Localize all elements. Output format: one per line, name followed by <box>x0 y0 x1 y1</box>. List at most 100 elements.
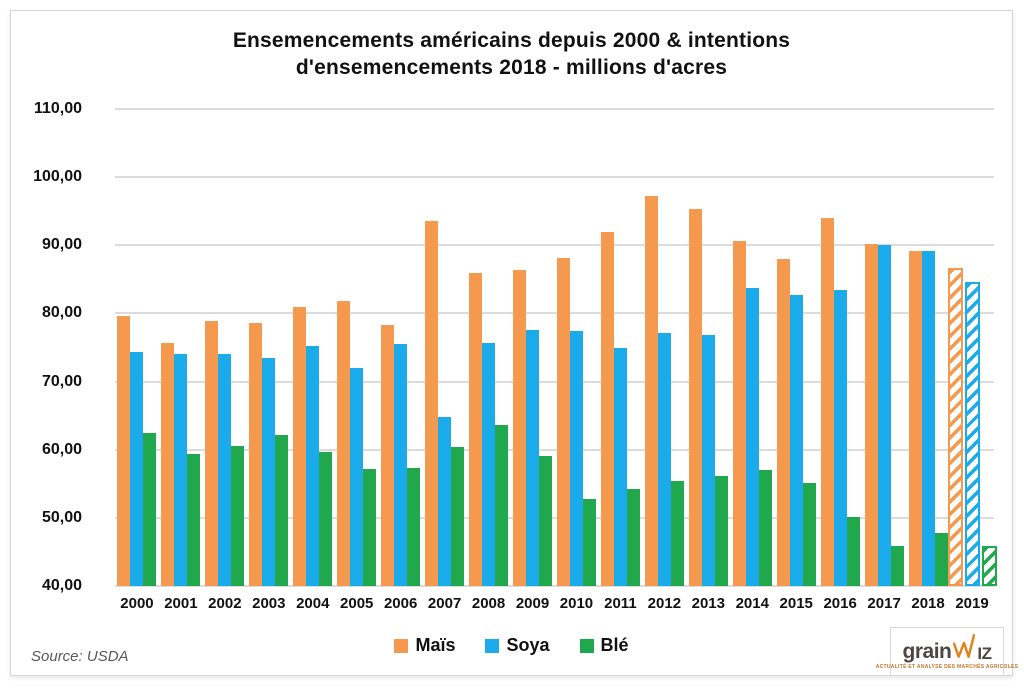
bar-mas-2001 <box>161 342 175 586</box>
bar-soya-2017 <box>877 244 891 586</box>
legend-swatch-icon <box>394 638 409 653</box>
y-axis-label-90: 90,00 <box>41 236 82 254</box>
bar-mas-2014 <box>732 241 746 586</box>
bar-group-2000 <box>115 109 159 586</box>
x-axis-label-2004: 2004 <box>296 595 330 612</box>
legend-label: Blé <box>600 635 629 655</box>
chart-title-line2: d'ensemencements 2018 - millions d'acres <box>295 56 728 79</box>
bar-soya-2010 <box>569 331 583 586</box>
bar-group-2013 <box>686 109 730 586</box>
bar-group-2014 <box>730 109 774 586</box>
bar-soya-2000 <box>130 352 144 586</box>
bar-soya-2012 <box>657 332 671 586</box>
bar-bl-2018 <box>934 532 948 586</box>
bar-bl-2019 <box>981 546 997 586</box>
gridline-40 <box>115 585 994 587</box>
x-axis-label-2015: 2015 <box>779 595 813 612</box>
legend-label: Maïs <box>415 635 456 655</box>
bar-mas-2009 <box>513 269 527 586</box>
y-axis-label-100: 100,00 <box>33 168 82 186</box>
bar-mas-2000 <box>117 316 131 586</box>
bar-group-2019 <box>947 109 997 586</box>
x-axis-label-2007: 2007 <box>427 595 462 612</box>
x-axis-label-2009: 2009 <box>515 595 550 612</box>
bar-bl-2004 <box>319 451 333 586</box>
bar-soya-2004 <box>306 346 320 586</box>
bar-group-2004 <box>291 109 335 586</box>
x-axis-label-2010: 2010 <box>559 595 594 612</box>
bar-soya-2003 <box>262 357 276 586</box>
bar-bl-2006 <box>407 468 421 586</box>
legend-label: Soya <box>506 635 550 655</box>
x-axis-label-2019: 2019 <box>955 595 989 612</box>
x-axis-label-2012: 2012 <box>647 595 682 612</box>
x-axis-label-2001: 2001 <box>164 595 198 612</box>
chart-frame: Ensemencements américains depuis 2000 & … <box>10 10 1018 676</box>
bar-soya-2008 <box>482 342 496 586</box>
legend-item-soya: Soya <box>485 635 550 656</box>
bar-mas-2006 <box>381 325 395 586</box>
bar-mas-2011 <box>600 232 614 586</box>
grainwiz-logo-wordmark: grain IZ <box>903 633 992 662</box>
x-axis-label-2016: 2016 <box>823 595 857 612</box>
bar-bl-2012 <box>670 481 684 586</box>
bar-group-2015 <box>774 109 818 586</box>
bar-mas-2008 <box>469 272 483 586</box>
legend-swatch-icon <box>579 638 594 653</box>
bar-bl-2014 <box>758 470 772 586</box>
bar-bl-2016 <box>846 517 860 586</box>
bar-soya-2002 <box>218 354 232 586</box>
x-axis-label-2005: 2005 <box>340 595 374 612</box>
bar-soya-2007 <box>438 417 452 586</box>
gridline-70 <box>115 380 994 383</box>
bar-group-2001 <box>159 109 203 586</box>
y-axis-label-50: 50,00 <box>41 508 82 526</box>
legend: Maïs Soya Blé <box>11 635 1012 656</box>
grainwiz-logo: grain IZ ACTUALITÉ ET ANALYSE DES MARCHÉ… <box>876 627 1018 676</box>
bar-soya-2005 <box>350 367 364 586</box>
bar-soya-2001 <box>174 353 188 586</box>
bar-group-2016 <box>818 109 862 586</box>
bar-mas-2016 <box>820 218 834 586</box>
bar-bl-2015 <box>802 483 816 586</box>
bar-soya-2018 <box>921 250 935 586</box>
logo-w-zigzag-icon <box>952 633 976 663</box>
bar-bl-2017 <box>890 545 904 586</box>
bar-group-2005 <box>335 109 379 586</box>
bar-soya-2016 <box>833 289 847 586</box>
bar-mas-2018 <box>908 251 922 586</box>
logo-tagline: ACTUALITÉ ET ANALYSE DES MARCHÉS AGRICOL… <box>875 664 1019 670</box>
bar-bl-2001 <box>187 453 201 586</box>
x-axis-label-2018: 2018 <box>911 595 945 612</box>
legend-swatch-icon <box>485 638 500 653</box>
bar-soya-2014 <box>745 287 759 586</box>
bar-group-2012 <box>642 109 686 586</box>
bar-mas-2010 <box>556 257 570 586</box>
x-axis-label-2017: 2017 <box>867 595 901 612</box>
bar-bl-2002 <box>231 446 245 586</box>
plot-area: 110,00 100,00 90,00 80,00 70,00 60,00 50,00 40,… <box>33 100 997 594</box>
bar-bl-2010 <box>582 499 596 586</box>
bar-soya-2009 <box>526 330 540 586</box>
bar-group-2017 <box>862 109 906 586</box>
bar-bl-2005 <box>363 468 377 586</box>
legend-item-bl: Blé <box>579 635 629 656</box>
bar-group-2011 <box>598 109 642 586</box>
bar-group-2002 <box>203 109 247 586</box>
bar-bl-2007 <box>451 447 465 586</box>
logo-text-grain: grain <box>902 640 952 663</box>
bar-group-2006 <box>379 109 423 586</box>
x-axis-label-2006: 2006 <box>383 595 418 612</box>
bar-mas-2003 <box>249 322 263 586</box>
x-axis-label-2013: 2013 <box>691 595 725 612</box>
chart-title-line1: Ensemencements américains depuis 2000 & … <box>232 29 791 52</box>
y-axis-label-60: 60,00 <box>41 440 82 458</box>
bar-soya-2011 <box>613 347 627 586</box>
bar-group-2007 <box>423 109 467 586</box>
source-note: Source: USDA <box>31 648 129 665</box>
x-axis-label-2011: 2011 <box>604 595 637 612</box>
bar-mas-2013 <box>688 208 702 586</box>
bar-mas-2007 <box>425 221 439 586</box>
bar-bl-2000 <box>143 432 157 586</box>
bar-mas-2002 <box>205 320 219 586</box>
